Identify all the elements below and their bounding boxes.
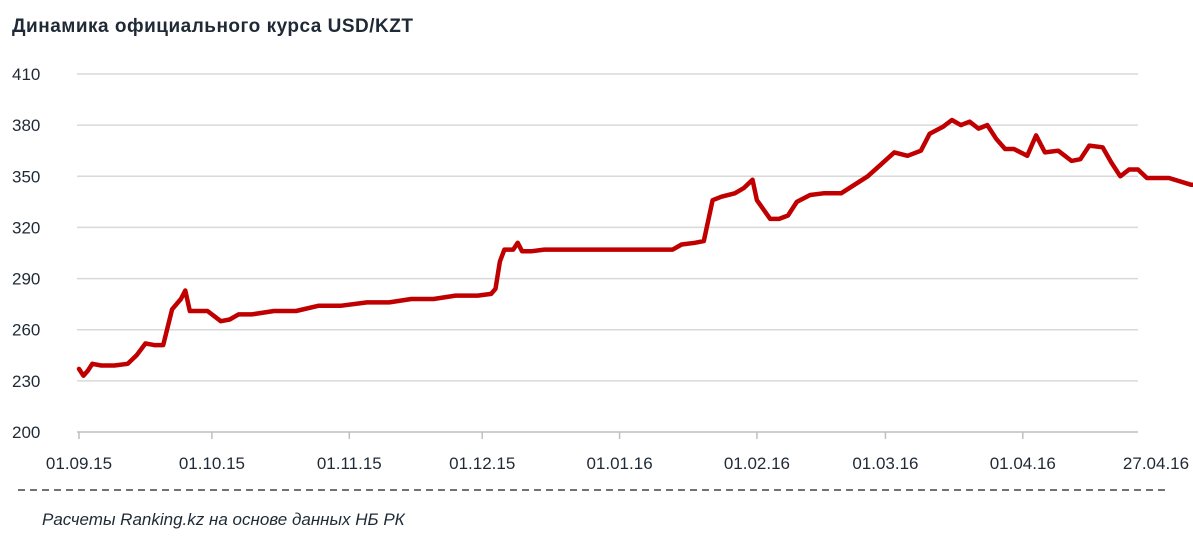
y-tick-label: 410 [12, 65, 40, 84]
x-tick-label: 01.12.15 [449, 454, 515, 473]
y-tick-label: 380 [12, 116, 40, 135]
y-tick-label: 320 [12, 218, 40, 237]
y-axis-tick-labels: 200 230 260 290 320 350 380 410 [12, 65, 40, 442]
y-tick-label: 290 [12, 270, 40, 289]
x-axis-tick-labels: 01.09.15 01.10.15 01.11.15 01.12.15 01.01.16… [46, 454, 1189, 473]
series-line-usd-kzt [76, 117, 1193, 378]
y-tick-label: 230 [12, 372, 40, 391]
x-axis [77, 431, 1138, 439]
x-tick-label: 01.02.16 [724, 454, 790, 473]
x-tick-label: 01.10.15 [179, 454, 245, 473]
x-tick-label: 01.09.15 [46, 454, 112, 473]
x-tick-label: 01.03.16 [852, 454, 918, 473]
x-tick-label: 27.04.16 [1123, 454, 1189, 473]
x-tick-label: 01.11.15 [317, 454, 382, 473]
source-note: Расчеты Ranking.kz на основе данных НБ Р… [42, 510, 405, 529]
y-tick-label: 350 [12, 167, 40, 186]
series-layer [76, 117, 1193, 378]
y-tick-label: 200 [12, 423, 40, 442]
x-tick-label: 01.01.16 [586, 454, 652, 473]
y-tick-label: 260 [12, 321, 40, 340]
x-tick-label: 01.04.16 [990, 454, 1056, 473]
chart-title: Динамика официального курса USD/KZT [12, 16, 414, 37]
grid-lines [77, 73, 1138, 382]
